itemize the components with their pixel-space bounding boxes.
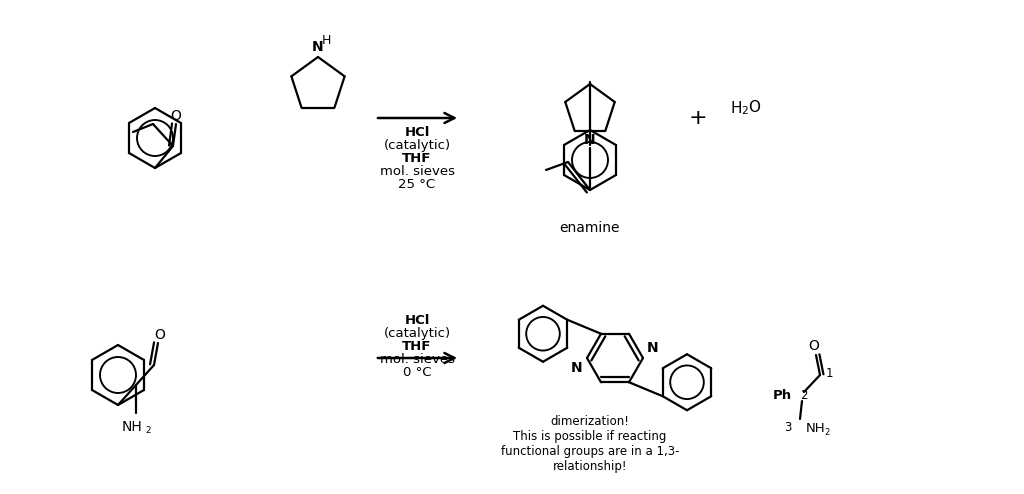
Text: N: N [584,133,596,147]
Text: enamine: enamine [560,221,621,235]
Text: NH: NH [806,421,825,435]
Text: 1: 1 [826,367,834,379]
Text: mol. sieves: mol. sieves [380,353,455,366]
Text: mol. sieves: mol. sieves [380,165,455,177]
Text: (catalytic): (catalytic) [383,327,451,339]
Text: N: N [571,361,583,375]
Text: $_2$: $_2$ [144,422,152,436]
Text: THF: THF [402,152,432,165]
Text: H: H [322,35,331,47]
Text: N: N [312,40,324,54]
Text: HCl: HCl [404,314,430,327]
Text: HCl: HCl [404,125,430,138]
Text: Ph: Ph [773,388,792,402]
Text: 0 °C: 0 °C [402,366,431,378]
Text: 25 °C: 25 °C [398,177,435,191]
Text: O: O [155,328,166,342]
Text: O: O [171,109,181,123]
Text: H: H [730,100,741,116]
Text: (catalytic): (catalytic) [383,138,451,152]
Text: THF: THF [402,339,432,353]
Text: dimerization!
This is possible if reacting
functional groups are in a 1,3-
relat: dimerization! This is possible if reacti… [501,415,679,473]
Text: +: + [689,108,708,128]
Text: $_2$: $_2$ [824,424,830,438]
Text: 2: 2 [800,388,808,402]
Text: NH: NH [122,420,142,434]
Text: N: N [647,341,658,355]
Text: O: O [809,339,819,353]
Text: $_2$O: $_2$O [741,99,762,118]
Text: 3: 3 [784,420,792,434]
